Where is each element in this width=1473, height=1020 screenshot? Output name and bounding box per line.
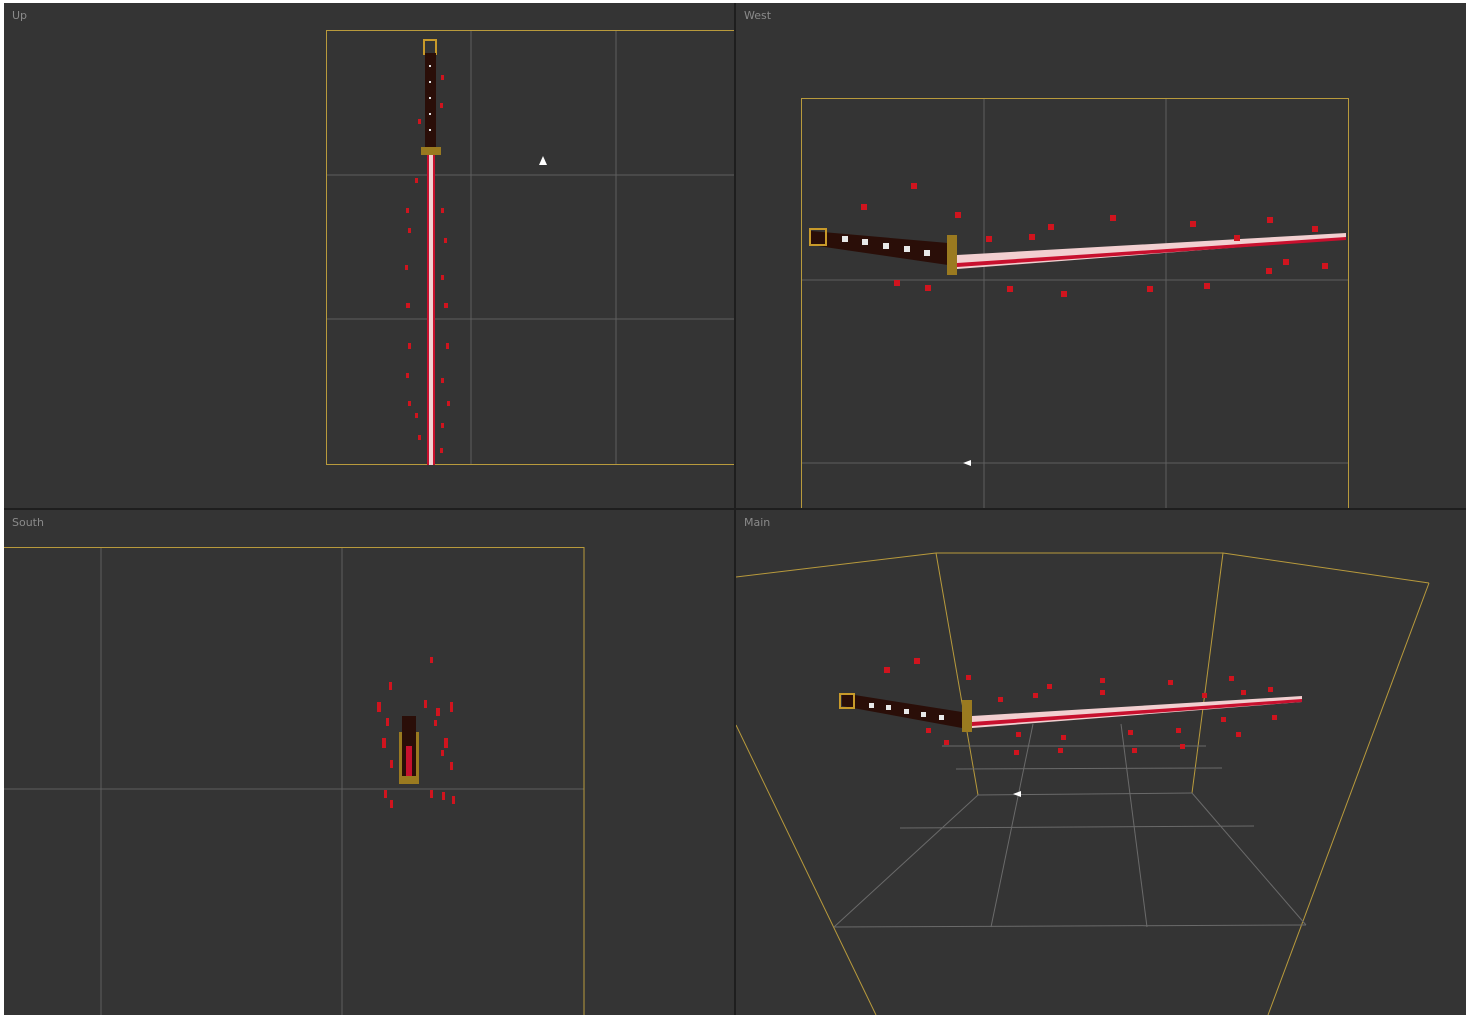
- sword-front-view[interactable]: [399, 716, 419, 784]
- sword-top-view[interactable]: [421, 39, 441, 465]
- grid: [801, 98, 1348, 508]
- blade: [406, 746, 412, 776]
- blood-particles: [884, 658, 1277, 755]
- viewport-label: South: [12, 516, 44, 529]
- triangle-marker-icon[interactable]: [539, 156, 547, 165]
- floor-grid: [833, 723, 1307, 928]
- handle: [811, 231, 948, 265]
- bounds-box-perspective: [736, 552, 1430, 1015]
- blade-edge: [957, 237, 1346, 267]
- viewport-up[interactable]: Up: [4, 3, 734, 508]
- handle-wrap-dots: [842, 236, 930, 256]
- guard: [421, 147, 441, 155]
- blood-particles: [405, 75, 450, 453]
- pommel: [809, 228, 827, 246]
- horizontal-divider[interactable]: [4, 508, 1466, 510]
- viewport-south[interactable]: South: [4, 510, 734, 1015]
- guard: [962, 700, 972, 732]
- blade-edge: [427, 155, 429, 465]
- triangle-marker-icon[interactable]: [1013, 791, 1021, 797]
- bounds-box: [801, 98, 1349, 508]
- viewport-west[interactable]: West: [736, 3, 1466, 508]
- viewport-label: West: [744, 9, 772, 22]
- grid: [4, 548, 584, 1015]
- blade-edge: [433, 155, 435, 465]
- grid: [326, 31, 734, 464]
- viewport-south-canvas[interactable]: [4, 510, 734, 1015]
- viewport-main-canvas[interactable]: [736, 510, 1466, 1015]
- triangle-marker-icon[interactable]: [963, 460, 971, 466]
- handle-wrap-dots: [869, 703, 944, 720]
- guard: [947, 235, 957, 275]
- blood-particles: [861, 183, 1328, 297]
- blade: [427, 155, 435, 465]
- viewport-label: Up: [12, 9, 28, 22]
- handle: [425, 53, 436, 149]
- viewport-up-canvas[interactable]: [4, 3, 734, 508]
- viewport-west-canvas[interactable]: [736, 3, 1466, 508]
- viewport-label: Main: [744, 516, 771, 529]
- viewport-main[interactable]: Main: [736, 510, 1466, 1015]
- sword-3d-view[interactable]: [839, 693, 1302, 732]
- blade-edge: [972, 699, 1302, 726]
- handle: [842, 693, 962, 728]
- pommel: [423, 39, 437, 55]
- pommel: [839, 693, 855, 709]
- blood-particles: [377, 657, 455, 808]
- sword-side-view[interactable]: [809, 228, 1346, 275]
- handle-wrap-dots: [429, 65, 431, 131]
- bounds-box: [326, 30, 734, 465]
- bounds-box: [4, 547, 585, 1015]
